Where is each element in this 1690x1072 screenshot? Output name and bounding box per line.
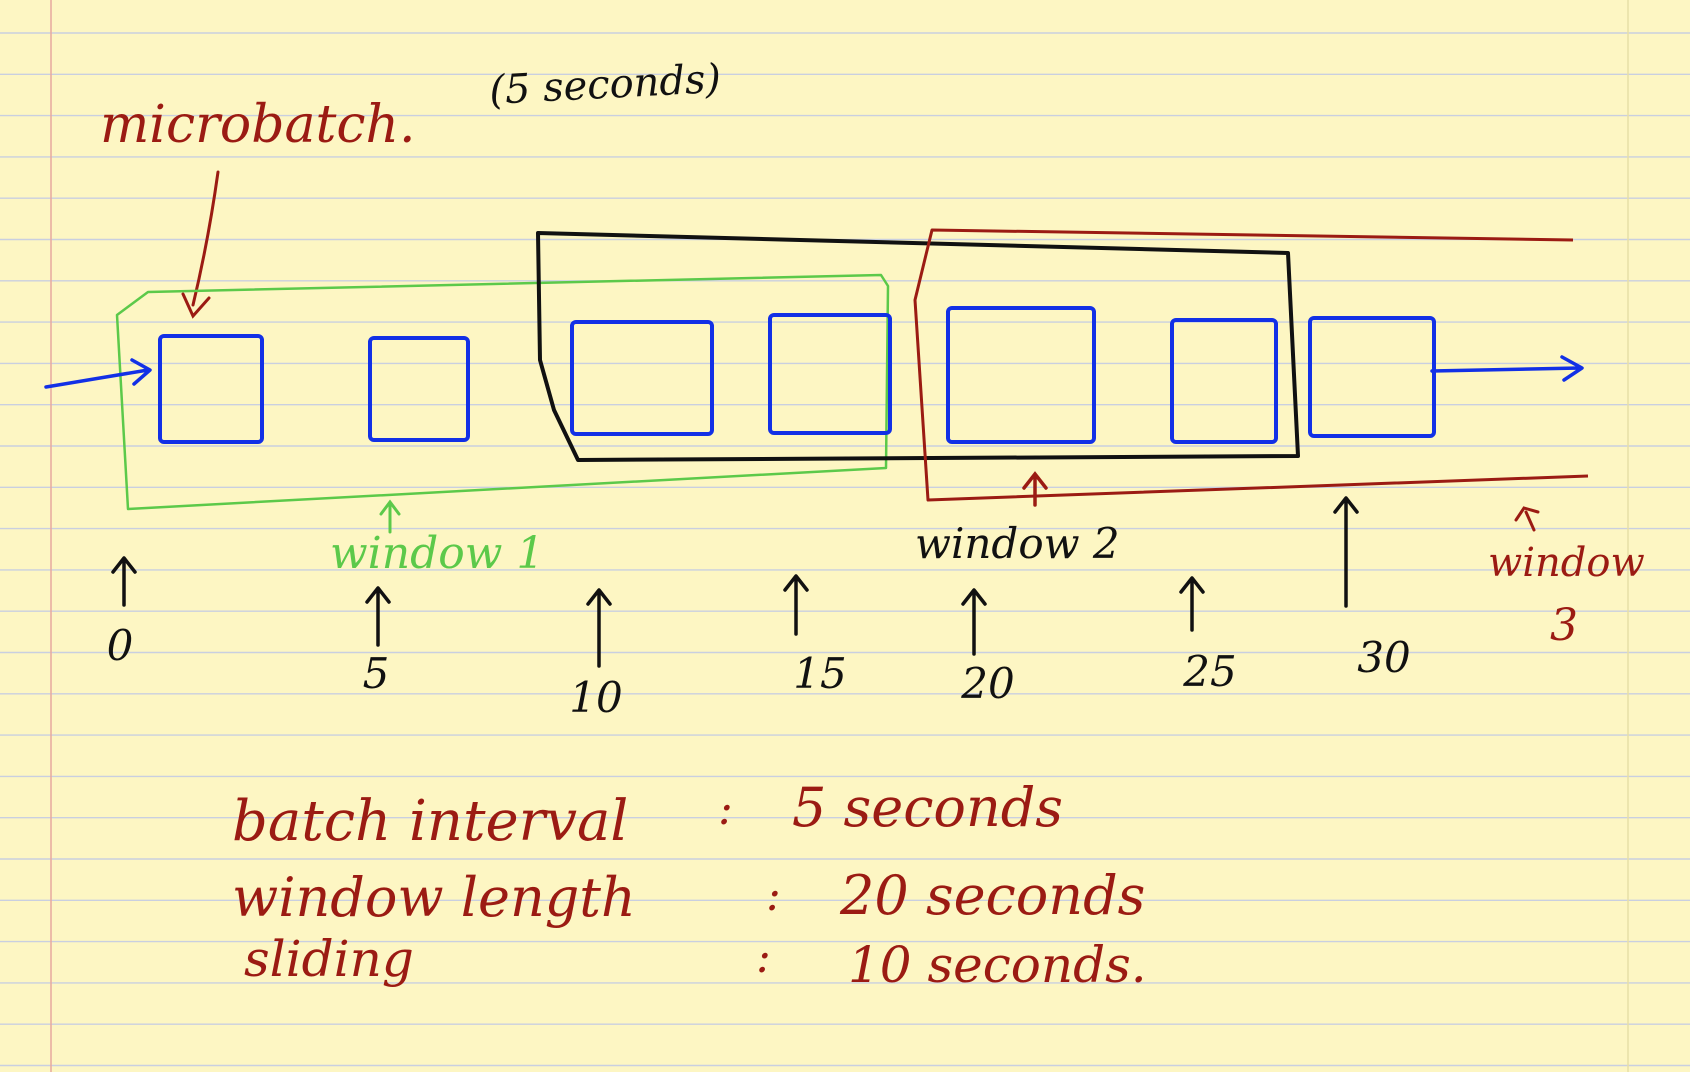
window-3-label-word: window <box>1488 540 1645 586</box>
microbatch-box <box>158 334 264 444</box>
note-label: batch interval <box>232 789 628 854</box>
note-separator: : <box>718 784 733 835</box>
tick-label: 25 <box>1182 647 1236 696</box>
microbatch-pointer-arrow <box>181 170 220 319</box>
up-arrow-icon <box>586 588 612 668</box>
window-3-outline <box>913 228 1589 502</box>
window-3-label-number: 3 <box>1550 600 1578 651</box>
microbatch-box <box>570 320 714 436</box>
microbatch-box <box>946 306 1096 444</box>
microbatch-duration: (5 seconds) <box>488 56 722 114</box>
up-arrow-icon <box>1022 471 1048 507</box>
note-label: window length <box>232 866 636 929</box>
window-2-outline <box>536 231 1300 462</box>
up-arrow-icon <box>961 588 987 656</box>
right-arrow-icon <box>44 358 152 389</box>
tick-label: 15 <box>793 649 846 698</box>
right-arrow-icon <box>1430 355 1584 382</box>
note-separator: : <box>766 870 781 921</box>
tick-label: 20 <box>960 659 1014 708</box>
tick-label: 5 <box>363 649 390 698</box>
note-window-length: window length : 20 seconds <box>232 864 1145 929</box>
microbatch-box <box>1170 318 1278 444</box>
microbatch-label: microbatch. <box>100 95 416 155</box>
tick-label: 10 <box>569 673 622 722</box>
note-label: sliding <box>244 930 414 988</box>
up-arrow-icon <box>1333 496 1359 608</box>
up-arrow-icon <box>365 586 391 647</box>
note-value: 10 seconds. <box>848 936 1147 994</box>
up-arrow-icon <box>379 499 401 534</box>
time-ticks: 0 5 10 15 20 25 30 <box>107 496 1411 722</box>
microbatch-boxes <box>158 306 1436 444</box>
window-1-outline <box>115 273 890 511</box>
note-value: 5 seconds <box>792 776 1063 839</box>
window-2-label: window 2 <box>915 519 1120 568</box>
microbatch-box <box>1308 316 1436 438</box>
note-separator: : <box>756 932 771 983</box>
note-sliding: sliding : 10 seconds. <box>244 930 1147 994</box>
microbatch-box <box>368 336 470 442</box>
note-value: 20 seconds <box>839 864 1145 927</box>
up-arrow-icon <box>1179 576 1205 632</box>
note-batch-interval: batch interval : 5 seconds <box>232 776 1063 854</box>
ruled-lines <box>0 32 1690 1067</box>
microbatch-box <box>768 313 892 435</box>
up-arrow-icon <box>1514 506 1540 532</box>
up-arrow-icon <box>111 556 137 607</box>
tick-label: 0 <box>107 621 134 670</box>
up-arrow-icon <box>783 574 809 636</box>
tick-label: 30 <box>1357 633 1410 682</box>
window-1-label: window 1 <box>330 528 544 579</box>
